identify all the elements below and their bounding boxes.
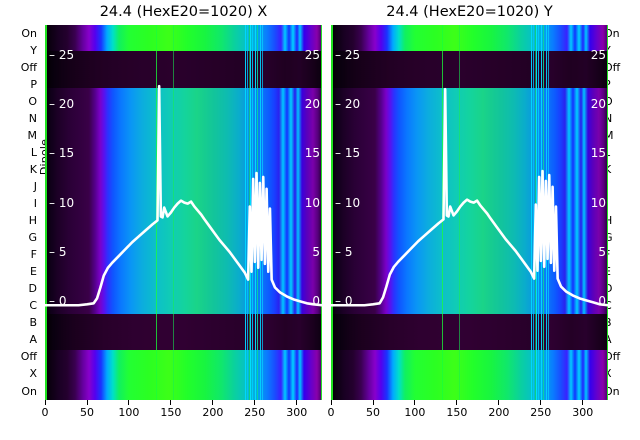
x-tick-mark [582,400,584,405]
x-tick-mark [212,400,214,405]
x-tick-label: 0 [327,406,335,419]
x-tick-50: 50 [353,400,393,419]
row-label-left-4: O [28,94,37,108]
x-tick-mark [254,400,256,405]
band-top-green [331,25,608,51]
row-label-left-20: X [29,367,37,381]
row-label-right-11: H [604,214,613,227]
band-top-green [45,25,322,51]
x-tick-mark [498,400,500,405]
row-label-right-15: D [604,282,613,296]
edge-marker-right-icon [320,25,322,400]
x-tick-label: 200 [202,406,224,419]
x-tick-mark [44,400,46,405]
heatmap-panel-x[interactable]: – 25– 20– 15– 10– 5– 0 25 20 15 10 5 0 [45,25,322,400]
panel-title-x: 24.4 (HexE20=1020) X [99,4,268,20]
band-separator-upper [45,51,322,88]
row-label-right-2: Off [604,60,621,74]
x-tick-label: 250 [530,406,552,419]
row-label-left-13: F [30,248,37,262]
row-label-right-4: O [604,94,613,108]
row-label-right-19: Off [604,350,621,364]
row-label-left-5: N [28,111,37,125]
x-tick-mark [414,400,416,405]
row-label-left-10: I [33,197,37,210]
x-tick-0: 0 [311,400,351,419]
x-tick-150: 150 [437,400,477,419]
x-tick-label: 200 [488,406,510,419]
x-tick-label: 50 [80,406,94,419]
x-tick-label: 150 [160,406,182,419]
x-axis-right: 0 50 100 150 200 250 300 [328,400,608,430]
row-label-left-8: K [29,162,37,176]
x-tick-250: 250 [235,400,275,419]
x-tick-label: 100 [118,406,140,419]
overlay-trace-x [45,84,322,307]
row-label-left-2: Off [20,60,37,74]
row-label-left-18: A [29,333,37,347]
row-label-right-12: G [604,231,613,245]
x-tick-0: 0 [25,400,65,419]
row-label-left-16: C [29,299,37,313]
x-tick-mark [128,400,130,405]
x-tick-200: 200 [479,400,519,419]
x-tick-label: 100 [404,406,426,419]
x-tick-100: 100 [395,400,435,419]
row-label-right-5: N [604,111,613,125]
row-label-left-7: L [30,145,37,159]
x-tick-mark [330,400,332,405]
heatmap-panel-y[interactable]: – 25– 20– 15– 10– 5– 0 25 20 15 10 5 0 [331,25,608,400]
row-label-left-19: Off [20,350,37,364]
x-tick-mark [296,400,298,405]
band-bottom-green [45,350,322,400]
x-tick-label: 250 [244,406,266,419]
row-label-left-11: H [28,214,37,227]
row-label-left-6: M [27,128,38,142]
x-tick-200: 200 [193,400,233,419]
band-bottom-green [331,350,608,400]
row-label-left-1: Y [30,43,37,57]
band-separator-lower [331,314,608,350]
band-separator-lower [45,314,322,350]
overlay-trace-y [331,87,608,307]
x-tick-mark [170,400,172,405]
row-label-left-21: On [21,384,37,398]
row-label-left-15: D [28,282,37,296]
x-tick-mark [540,400,542,405]
row-label-left-12: G [28,231,37,245]
row-label-left-17: B [29,316,37,330]
row-label-left-9: J [33,179,37,193]
edge-marker-right-icon [606,25,608,400]
x-tick-label: 300 [572,406,594,419]
row-label-left-14: E [30,265,37,279]
x-tick-label: 150 [446,406,468,419]
x-tick-150: 150 [151,400,191,419]
x-tick-100: 100 [109,400,149,419]
row-label-ladder-left: On Y Off P O N M L K J I H G F E D C B A Off X On [6,25,40,400]
x-tick-mark [372,400,374,405]
band-separator-upper [331,51,608,88]
row-label-left-3: P [30,77,37,91]
x-tick-mark [86,400,88,405]
x-tick-50: 50 [67,400,107,419]
x-tick-300: 300 [563,400,603,419]
x-tick-300: 300 [277,400,317,419]
edge-marker-left-icon [45,25,47,400]
x-tick-label: 0 [41,406,49,419]
edge-marker-left-icon [331,25,333,400]
x-tick-label: 50 [366,406,380,419]
x-tick-250: 250 [521,400,561,419]
x-tick-label: 300 [286,406,308,419]
x-tick-mark [456,400,458,405]
panel-title-y: 24.4 (HexE20=1020) Y [386,4,553,20]
row-label-right-6: M [604,128,614,142]
row-label-left-0: On [21,26,37,40]
x-axis-left: 0 50 100 150 200 250 300 [42,400,322,430]
